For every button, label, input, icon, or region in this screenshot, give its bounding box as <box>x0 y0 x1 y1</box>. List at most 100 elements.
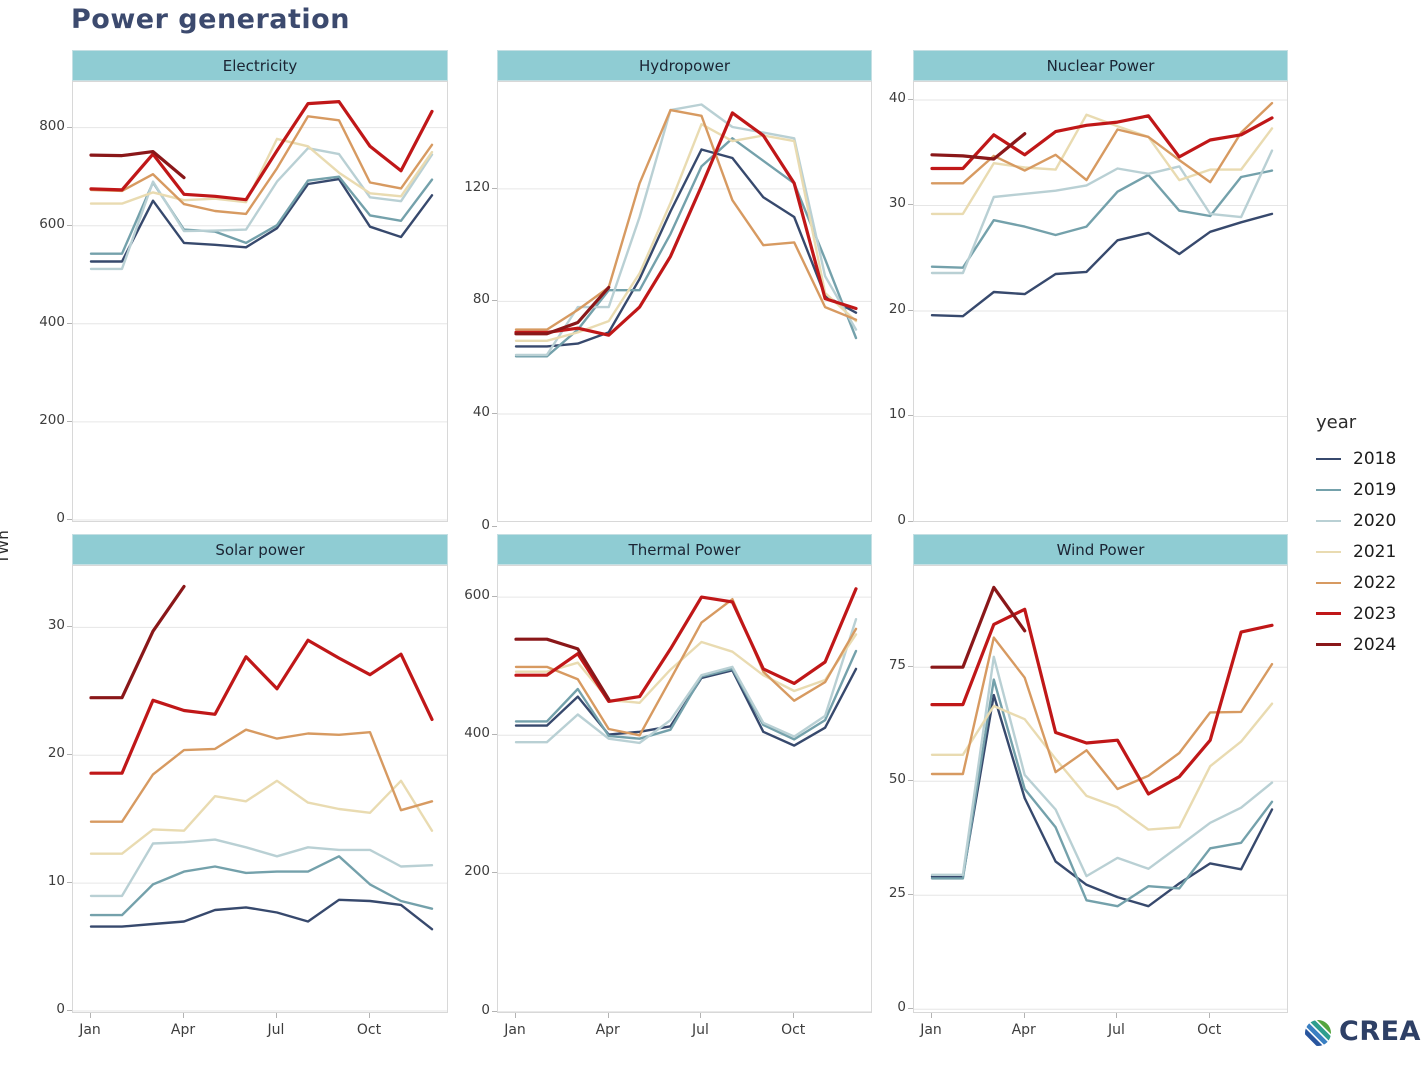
y-tick-label: 200 <box>464 863 490 880</box>
line-2022 <box>89 728 434 823</box>
y-tick-mark <box>492 734 497 736</box>
legend-item-2023: 2023 <box>1316 598 1396 629</box>
chart-canvas-solar-power <box>73 584 447 1012</box>
y-tick-mark <box>908 204 913 206</box>
line-2019 <box>514 649 858 741</box>
y-tick-label: 10 <box>47 873 65 890</box>
chart-canvas-nuclear-power <box>914 99 1287 417</box>
legend-label: 2024 <box>1353 634 1397 655</box>
y-tick-label: 600 <box>464 587 490 604</box>
line-2020 <box>89 146 434 271</box>
legend-item-2018: 2018 <box>1316 443 1396 474</box>
legend-title: year <box>1316 412 1357 433</box>
legend-swatch-2020 <box>1316 519 1341 522</box>
panel-plot-solar-power <box>72 565 448 1013</box>
legend: year 2018 2019 2020 2021 2022 2023 2024 <box>1316 412 1396 660</box>
x-tick-mark <box>1023 1013 1025 1018</box>
chart-canvas-electricity <box>73 100 447 521</box>
y-tick-mark <box>908 521 913 522</box>
y-tick-label: 25 <box>888 885 906 902</box>
line-2023 <box>930 114 1274 171</box>
line-2022 <box>514 108 858 331</box>
y-tick-label: 800 <box>39 117 65 134</box>
x-tick-label: Apr <box>1011 1022 1036 1038</box>
y-tick-mark <box>492 525 497 527</box>
line-2023 <box>514 587 858 703</box>
x-tick-label: Apr <box>595 1022 620 1038</box>
x-tick-mark <box>1116 1013 1118 1018</box>
y-tick-mark <box>67 1010 72 1011</box>
y-tick-label: 0 <box>481 516 490 533</box>
y-tick-label: 50 <box>888 771 906 788</box>
legend-item-2019: 2019 <box>1316 474 1396 505</box>
y-tick-label: 30 <box>888 195 906 212</box>
x-tick-mark <box>369 1013 370 1018</box>
y-tick-mark <box>908 309 913 311</box>
y-tick-label: 20 <box>47 745 65 762</box>
y-tick-mark <box>908 666 913 668</box>
line-2018 <box>514 667 858 747</box>
line-2020 <box>89 838 434 898</box>
line-2018 <box>89 177 434 263</box>
y-tick-mark <box>908 415 913 417</box>
y-tick-label: 10 <box>888 406 906 423</box>
y-tick-label: 0 <box>481 1001 490 1018</box>
line-2018 <box>89 898 434 931</box>
line-2022 <box>930 636 1274 791</box>
line-2021 <box>514 123 858 342</box>
panel-plot-thermal-power <box>497 565 872 1013</box>
y-tick-mark <box>67 322 72 324</box>
crea-logo-icon <box>1303 1016 1333 1047</box>
line-2019 <box>930 169 1274 269</box>
x-tick-mark <box>931 1013 932 1018</box>
panel-plot-electricity <box>72 81 448 522</box>
line-2018 <box>514 148 858 348</box>
y-tick-mark <box>908 1008 913 1010</box>
line-2024 <box>514 637 611 701</box>
y-tick-mark <box>492 1010 497 1012</box>
legend-swatch-2022 <box>1316 581 1341 584</box>
legend-label: 2018 <box>1353 448 1397 469</box>
line-2023 <box>89 638 434 775</box>
y-tick-label: 30 <box>47 617 65 634</box>
y-tick-label: 0 <box>897 512 906 528</box>
panel-title-hydropower: Hydropower <box>497 50 872 81</box>
line-2020 <box>514 618 858 745</box>
y-tick-mark <box>492 872 497 874</box>
legend-swatch-2024 <box>1316 643 1341 646</box>
chart-canvas-thermal-power <box>498 587 871 1013</box>
line-2024 <box>514 285 611 336</box>
x-tick-label: Jul <box>692 1022 709 1038</box>
y-tick-mark <box>908 780 913 782</box>
y-tick-mark <box>492 300 497 302</box>
line-2022 <box>89 115 434 216</box>
y-axis-label: TWh <box>0 530 12 564</box>
y-tick-mark <box>67 126 72 128</box>
legend-item-2020: 2020 <box>1316 505 1396 536</box>
panel-title-solar-power: Solar power <box>72 534 448 565</box>
y-tick-label: 0 <box>56 510 65 526</box>
panel-plot-wind-power <box>913 565 1288 1013</box>
x-tick-label: Apr <box>170 1022 196 1038</box>
line-2023 <box>930 607 1274 796</box>
legend-label: 2023 <box>1353 603 1397 624</box>
y-tick-label: 75 <box>888 657 906 674</box>
crea-logo-text: CREA <box>1339 1016 1421 1047</box>
panel-plot-nuclear-power <box>913 81 1288 522</box>
legend-items: 2018 2019 2020 2021 2022 2023 2024 <box>1316 443 1396 660</box>
line-2021 <box>930 113 1274 216</box>
x-tick-label: Jul <box>1108 1022 1125 1038</box>
line-2021 <box>514 633 858 705</box>
y-tick-label: 20 <box>888 300 906 317</box>
legend-item-2022: 2022 <box>1316 567 1396 598</box>
y-tick-mark <box>492 412 497 414</box>
y-tick-mark <box>908 98 913 100</box>
line-2020 <box>930 149 1274 275</box>
line-2021 <box>89 137 434 205</box>
panel-title-nuclear-power: Nuclear Power <box>913 50 1288 81</box>
line-2020 <box>930 655 1274 878</box>
y-tick-label: 200 <box>39 411 65 428</box>
panel-title-electricity: Electricity <box>72 50 448 81</box>
y-tick-mark <box>492 187 497 189</box>
